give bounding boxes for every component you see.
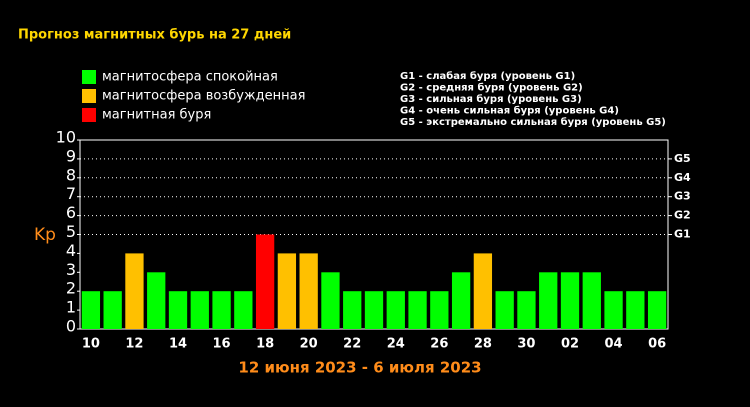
y2-tick-label: G1 bbox=[674, 228, 691, 241]
bar bbox=[647, 291, 667, 329]
bar bbox=[495, 291, 514, 329]
y2-tick-label: G4 bbox=[674, 171, 691, 184]
x-tick-label: 06 bbox=[648, 337, 666, 352]
bar bbox=[560, 272, 580, 329]
legend-swatch bbox=[82, 70, 96, 84]
y-axis-label: Kp bbox=[34, 225, 56, 245]
x-tick-label: 28 bbox=[474, 337, 492, 352]
bar bbox=[364, 291, 384, 329]
bar bbox=[190, 291, 209, 329]
bar bbox=[626, 291, 645, 329]
bar bbox=[386, 291, 405, 329]
y2-tick-label: G2 bbox=[674, 209, 691, 222]
y-tick-label: 8 bbox=[66, 165, 76, 184]
bar bbox=[430, 291, 449, 329]
legend-swatch bbox=[82, 108, 96, 122]
bar bbox=[451, 272, 471, 329]
bar bbox=[81, 291, 101, 329]
x-tick-label: 14 bbox=[169, 337, 187, 352]
x-tick-label: 12 bbox=[125, 337, 143, 352]
bar bbox=[234, 291, 253, 329]
x-tick-label: 10 bbox=[82, 337, 100, 352]
y-tick-label: 2 bbox=[66, 279, 76, 298]
scale-note: G2 - средняя буря (уровень G2) bbox=[400, 82, 583, 94]
bar bbox=[582, 272, 601, 329]
legend-label: магнитная буря bbox=[102, 108, 211, 123]
x-tick-label: 30 bbox=[517, 337, 535, 352]
x-tick-label: 22 bbox=[343, 337, 361, 352]
x-tick-label: 02 bbox=[561, 337, 579, 352]
bar bbox=[277, 253, 297, 329]
y-tick-label: 9 bbox=[66, 146, 76, 165]
bar bbox=[343, 291, 362, 329]
bar bbox=[147, 272, 166, 329]
chart-subtitle: 12 июня 2023 - 6 июля 2023 bbox=[238, 359, 481, 377]
scale-note: G1 - слабая буря (уровень G1) bbox=[400, 70, 575, 82]
bar bbox=[103, 291, 122, 329]
y-tick-label: 6 bbox=[66, 203, 76, 222]
legend-swatch bbox=[82, 89, 96, 103]
x-tick-label: 20 bbox=[300, 337, 318, 352]
y-tick-label: 1 bbox=[66, 298, 76, 317]
bar bbox=[604, 291, 623, 329]
bar bbox=[408, 291, 427, 329]
y-tick-label: 4 bbox=[66, 241, 76, 260]
y-tick-label: 7 bbox=[66, 184, 76, 203]
legend-label: магнитосфера возбужденная bbox=[102, 89, 305, 104]
y-tick-label: 10 bbox=[56, 128, 76, 147]
x-tick-label: 04 bbox=[605, 337, 623, 352]
x-tick-label: 16 bbox=[213, 337, 231, 352]
bar bbox=[168, 291, 188, 329]
bar bbox=[299, 253, 318, 329]
bar bbox=[255, 234, 275, 329]
y-tick-label: 0 bbox=[66, 317, 76, 336]
bar bbox=[517, 291, 536, 329]
legend-label: магнитосфера спокойная bbox=[102, 70, 278, 85]
x-tick-label: 24 bbox=[387, 337, 405, 352]
bar bbox=[125, 253, 144, 329]
scale-note: G5 - экстремально сильная буря (уровень … bbox=[400, 116, 666, 128]
bar bbox=[473, 253, 493, 329]
scale-note: G3 - сильная буря (уровень G3) bbox=[400, 93, 582, 105]
y2-tick-label: G3 bbox=[674, 190, 691, 203]
bar bbox=[212, 291, 231, 329]
x-tick-label: 18 bbox=[256, 337, 274, 352]
scale-note: G4 - очень сильная буря (уровень G4) bbox=[400, 105, 619, 117]
x-tick-label: 26 bbox=[430, 337, 448, 352]
y-tick-label: 5 bbox=[66, 222, 76, 241]
y-tick-label: 3 bbox=[66, 260, 76, 279]
bar bbox=[321, 272, 340, 329]
bar bbox=[539, 272, 558, 329]
y2-tick-label: G5 bbox=[674, 152, 691, 165]
chart-title: Прогноз магнитных бурь на 27 дней bbox=[18, 28, 291, 43]
